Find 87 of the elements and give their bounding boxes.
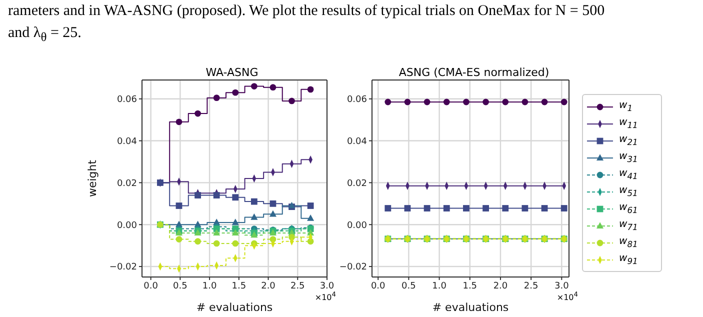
- x-tick-label: 2.0: [261, 281, 276, 292]
- x-tick-label: 2.5: [524, 281, 538, 292]
- chart-title: WA-ASNG: [206, 66, 258, 79]
- point: [307, 202, 314, 209]
- point: [424, 205, 430, 212]
- legend-label: w$_{51}$: [619, 185, 638, 198]
- point: [463, 205, 470, 212]
- point: [443, 205, 450, 212]
- point: [232, 218, 239, 226]
- point: [250, 83, 258, 90]
- point: [424, 98, 430, 106]
- point: [232, 194, 239, 201]
- point: [404, 98, 411, 106]
- point: [307, 86, 314, 93]
- chart-title: ASNG (CMA-ES normalized): [398, 66, 550, 79]
- legend-label: w$_{71}$: [619, 219, 638, 232]
- point: [232, 240, 239, 247]
- x-tick-label: 1.5: [232, 281, 246, 292]
- legend-label: w$_{1}$: [619, 100, 632, 113]
- y-tick-label: 0.06: [116, 95, 138, 106]
- point: [194, 192, 201, 198]
- point: [194, 238, 201, 245]
- x-tick-label: 2.0: [493, 281, 508, 292]
- text: ×10$^{4}$: [556, 290, 578, 302]
- point: [232, 89, 239, 96]
- legend-label: w$_{31}$: [619, 151, 638, 164]
- x-tick-label: 0.0: [370, 281, 386, 292]
- x-axis-title: # evaluations: [196, 301, 273, 314]
- legend-label: w$_{91}$: [619, 253, 638, 266]
- point: [213, 229, 220, 236]
- y-tick-label: 0.00: [346, 220, 368, 231]
- point: [176, 202, 182, 209]
- point: [307, 214, 314, 221]
- point: [270, 84, 276, 91]
- y-tick-label: 0.04: [116, 136, 138, 147]
- point: [541, 98, 548, 106]
- y-tick-label: 0.02: [346, 178, 367, 189]
- point: [522, 98, 528, 106]
- point: [541, 205, 548, 212]
- point: [482, 98, 489, 106]
- x-tick-label: 3.0: [320, 281, 334, 292]
- point: [213, 192, 220, 198]
- legend-label: w$_{61}$: [619, 202, 638, 215]
- x-tick-label: 3.0: [554, 281, 570, 292]
- text: ×10$^{4}$: [314, 290, 336, 302]
- x-tick-label: 0.5: [173, 281, 188, 292]
- point: [404, 205, 411, 212]
- point: [176, 118, 182, 126]
- point: [384, 98, 392, 106]
- x-tick-label: 1.0: [432, 281, 447, 292]
- point: [250, 213, 258, 220]
- legend-label: w$_{21}$: [619, 134, 638, 147]
- point: [443, 98, 450, 106]
- x-tick-label: 2.5: [290, 281, 305, 292]
- point: [213, 94, 220, 102]
- point: [250, 198, 258, 205]
- point: [270, 200, 276, 207]
- legend-label: w$_{11}$: [619, 117, 638, 130]
- point: [288, 98, 295, 104]
- x-axis-title: # evaluations: [432, 301, 509, 314]
- point: [522, 205, 528, 212]
- point: [269, 210, 276, 217]
- text: rameters and in WA-ASNG (proposed). We plot the results of typical trials on OneMax for N = 500 and λ$_{θ}$ = 25.: [8, 3, 605, 44]
- point: [482, 205, 489, 212]
- y-tick-label: −0.02: [339, 262, 367, 273]
- legend-label: w$_{41}$: [619, 168, 638, 181]
- point: [194, 110, 201, 117]
- point: [502, 98, 509, 106]
- y-tick-label: 0.02: [116, 178, 137, 189]
- point: [384, 205, 392, 212]
- y-tick-label: 0.04: [346, 136, 368, 147]
- point: [176, 236, 182, 242]
- point: [213, 240, 220, 247]
- legend-label: w$_{81}$: [619, 236, 638, 249]
- y-tick-label: 0.00: [116, 220, 138, 231]
- x-tick-label: 0.5: [402, 281, 416, 292]
- y-tick-label: 0.06: [346, 95, 368, 106]
- point: [232, 229, 239, 236]
- x-tick-label: 1.5: [462, 281, 478, 292]
- x-tick-label: 0.0: [144, 281, 158, 292]
- point: [560, 205, 568, 212]
- point: [502, 205, 509, 212]
- y-tick-label: −0.02: [109, 262, 137, 273]
- x-tick-label: 1.0: [202, 281, 217, 292]
- point: [463, 98, 470, 106]
- point: [560, 98, 568, 106]
- y-axis-title: weight: [86, 159, 99, 198]
